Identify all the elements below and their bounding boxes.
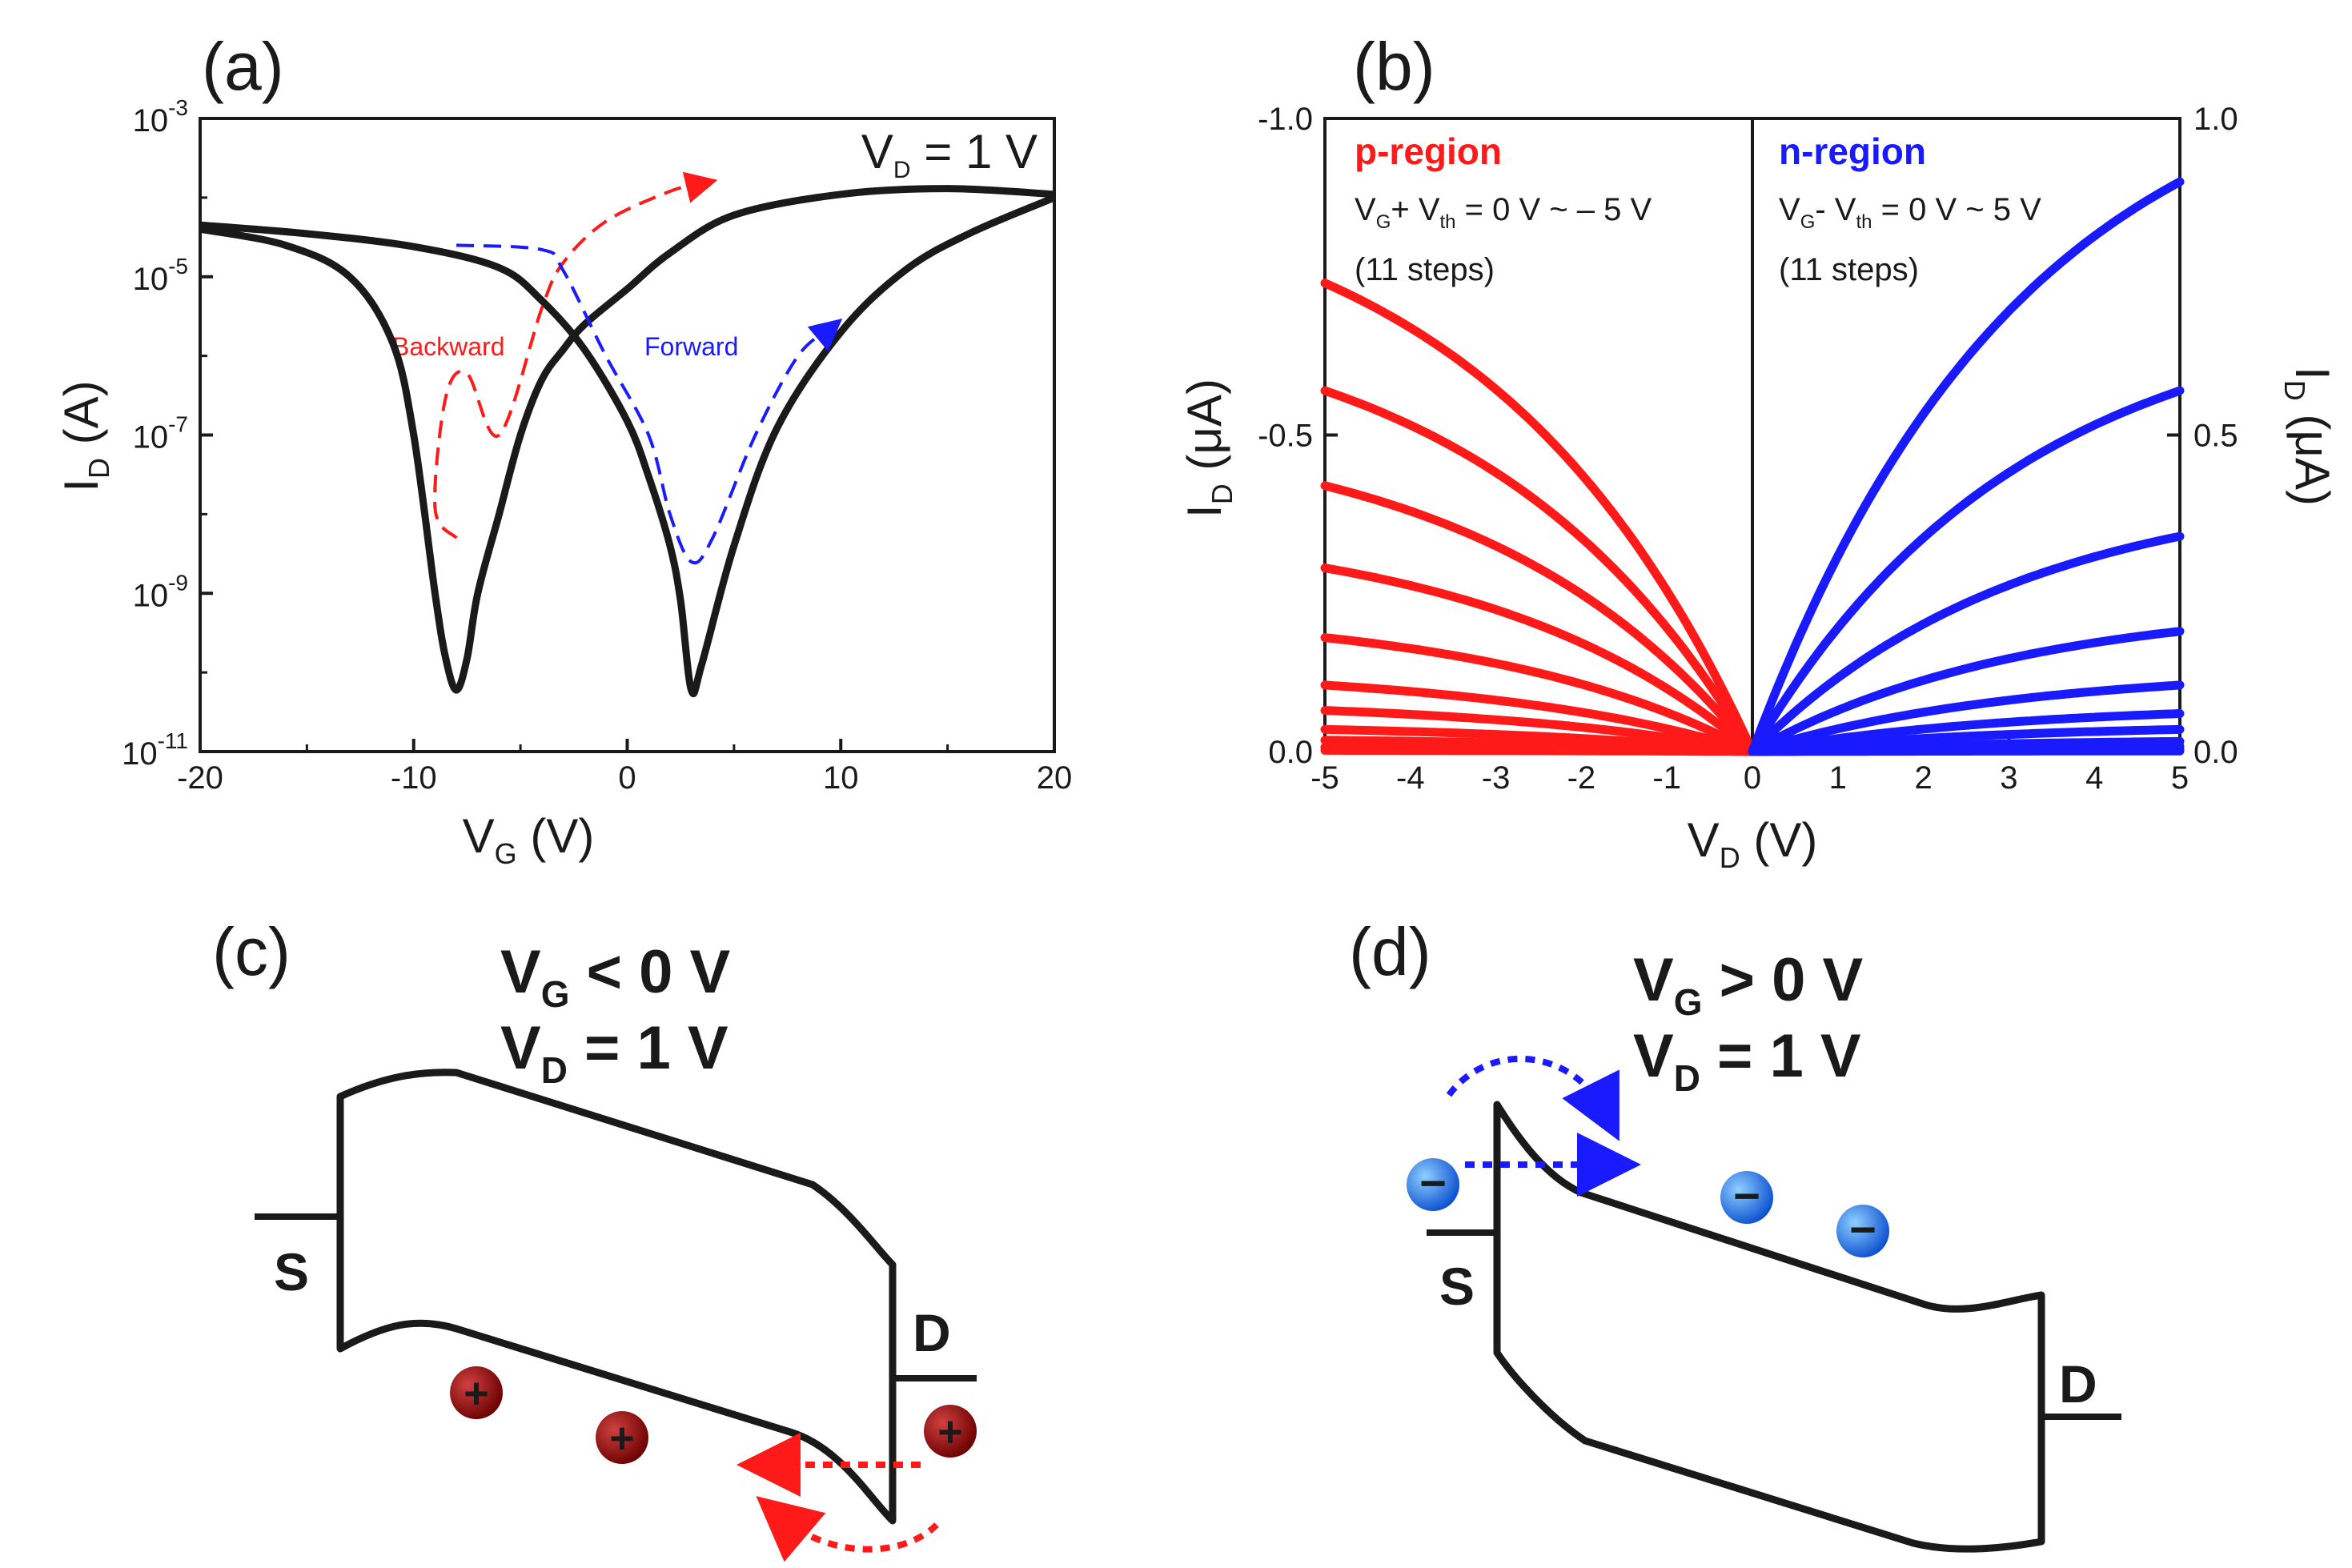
panel-b: (b) -5 -4 -3 -2 -1 0 1 2 3 4 5 -1.0 -0.5 0.0 1.0 0.5 0.… — [1178, 29, 2339, 874]
n-region-curve — [1748, 746, 2185, 756]
x-tick-label: 5 — [2171, 760, 2189, 796]
x-tick-label: -2 — [1567, 760, 1596, 796]
drain-label-d: D — [2059, 1354, 2097, 1414]
n-region-curve — [1748, 386, 2185, 756]
x-tick-label: -20 — [177, 760, 223, 796]
y-tick-label-right: 0.0 — [2193, 735, 2238, 770]
y-tick-label: 10-11 — [122, 728, 188, 772]
x-axis-label-b: VD (V) — [1688, 813, 1818, 874]
drain-label-c: D — [913, 1303, 951, 1362]
hole-carrier: + — [450, 1366, 503, 1419]
panel-c-label: (c) — [212, 914, 291, 989]
x-tick-label: 3 — [2000, 760, 2017, 796]
p-region-curve — [1320, 745, 1757, 756]
x-tick-label: 20 — [1037, 760, 1073, 796]
forward-arrow — [456, 243, 843, 565]
backward-sweep-curve — [199, 185, 1055, 694]
panel-d-gate-condition: VG > 0 V — [1633, 946, 1863, 1023]
svg-text:+: + — [937, 1408, 963, 1456]
panel-d: (d) VG > 0 V VD = 1 V S D − − − — [1349, 914, 2121, 1553]
n-region-steps: (11 steps) — [1779, 252, 1919, 287]
y-axis-label-right-b: ID (μA) — [2278, 367, 2339, 506]
y-tick-label-right: 1.0 — [2193, 102, 2238, 137]
svg-text:−: − — [1733, 1170, 1760, 1222]
panel-d-drain-condition: VD = 1 V — [1633, 1022, 1861, 1099]
svg-text:−: − — [1419, 1157, 1447, 1209]
source-label-c: S — [274, 1242, 309, 1301]
p-region-curve — [1320, 481, 1757, 756]
n-region-curve — [1748, 531, 2185, 756]
y-tick-label-left: 0.0 — [1268, 735, 1313, 770]
p-region-curve — [1320, 386, 1757, 756]
x-tick-label: 4 — [2085, 760, 2103, 796]
p-region-condition: VG+ Vth = 0 V ~ – 5 V — [1355, 192, 1652, 233]
y-tick-label: 10-9 — [133, 570, 188, 613]
x-tick-label: 1 — [1829, 760, 1847, 796]
p-region-curve — [1320, 563, 1757, 756]
panel-c-drain-condition: VD = 1 V — [500, 1014, 728, 1091]
panel-c-gate-condition: VG < 0 V — [500, 938, 730, 1015]
p-region-curve — [1320, 633, 1757, 756]
hole-carrier: + — [924, 1405, 977, 1458]
svg-text:+: + — [609, 1414, 635, 1462]
hole-carrier: + — [596, 1411, 648, 1464]
x-tick-label: 0 — [618, 760, 636, 796]
y-tick-label-right: 0.5 — [2193, 419, 2238, 454]
x-tick-label: -3 — [1482, 760, 1511, 796]
forward-label: Forward — [644, 332, 738, 361]
panel-d-label: (d) — [1349, 914, 1431, 989]
electron-thermionic-arrow — [1446, 1055, 1620, 1141]
source-label-d: S — [1439, 1257, 1475, 1316]
x-tick-label: 2 — [1914, 760, 1932, 796]
backward-label: Backward — [392, 332, 505, 361]
electron-carrier: − — [1720, 1170, 1773, 1224]
n-region-curve — [1748, 680, 2185, 756]
n-region-title: n-region — [1779, 130, 1926, 172]
p-region-curve — [1320, 680, 1757, 756]
n-region-curve — [1748, 627, 2185, 756]
band-diagram-c — [336, 1069, 897, 1525]
x-tick-label: -5 — [1310, 760, 1339, 796]
electron-carrier: − — [1407, 1157, 1459, 1211]
n-region-curve — [1748, 177, 2185, 756]
x-tick-label: -1 — [1652, 760, 1681, 796]
x-ticks-a: -20 -10 0 10 20 — [177, 739, 1072, 796]
plot-a-frame — [199, 117, 1056, 753]
y-axis-label-a: ID (A) — [54, 380, 115, 491]
hole-thermionic-arrow — [756, 1496, 939, 1562]
x-tick-label: -4 — [1396, 760, 1425, 796]
y-tick-label: 10-7 — [133, 412, 188, 455]
panel-c: (c) VG < 0 V VD = 1 V S D + + + — [212, 914, 977, 1562]
svg-text:+: + — [464, 1369, 489, 1418]
y-tick-label-left: -1.0 — [1258, 102, 1313, 137]
y-ticks-b: -1.0 -0.5 0.0 1.0 0.5 0.0 — [1258, 102, 2238, 770]
y-tick-label: 10-5 — [133, 254, 188, 297]
y-tick-label-left: -0.5 — [1258, 419, 1313, 454]
x-tick-label: -10 — [391, 760, 437, 796]
p-region-curves — [1320, 279, 1757, 756]
p-region-curve — [1320, 706, 1757, 756]
y-axis-label-left-b: ID (μA) — [1178, 379, 1238, 518]
x-tick-label: 0 — [1744, 760, 1761, 796]
electron-carrier: − — [1836, 1204, 1889, 1257]
panel-a-label: (a) — [202, 29, 284, 104]
x-tick-label: 10 — [823, 760, 859, 796]
backward-arrow — [433, 171, 718, 539]
x-axis-label-a: VG (V) — [463, 809, 595, 870]
n-region-curves — [1748, 177, 2185, 756]
svg-text:−: − — [1849, 1204, 1876, 1256]
band-diagram-d — [1493, 1101, 2045, 1553]
p-region-title: p-region — [1355, 130, 1502, 172]
y-ticks-a: 10-3 10-5 10-7 10-9 10-11 — [122, 95, 213, 772]
n-region-curve — [1748, 709, 2185, 756]
vd-annotation-a: VD = 1 V — [861, 125, 1038, 183]
panel-b-label: (b) — [1353, 29, 1435, 104]
y-tick-label: 10-3 — [133, 95, 188, 138]
p-region-curve — [1320, 279, 1757, 756]
n-region-condition: VG- Vth = 0 V ~ 5 V — [1779, 192, 2041, 233]
p-region-steps: (11 steps) — [1355, 252, 1495, 287]
panel-a: (a) -20 -10 0 10 20 10-3 10-5 10-7 10-9 10-11 VD… — [54, 29, 1072, 870]
forward-sweep-curve — [199, 194, 1056, 698]
